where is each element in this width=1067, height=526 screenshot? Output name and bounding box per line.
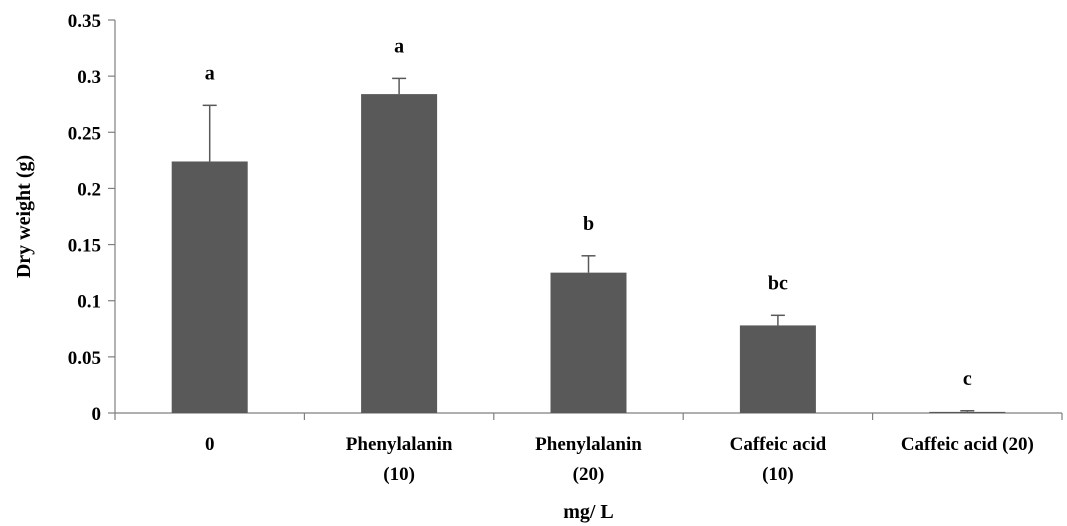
y-axis-title: Dry weight (g) [13,155,35,278]
y-tick-label: 0.2 [77,179,101,200]
bars [171,94,1006,413]
bar [171,161,248,413]
significance-labels: a a b bc c [205,35,972,389]
y-tick-label: 0.15 [68,236,101,257]
x-tick-label: Phenylalanin [346,434,453,455]
y-tick-label: 0.25 [68,123,101,144]
significance-label: b [583,213,594,235]
x-axis-title: mg/ L [563,501,614,523]
bar [739,325,816,413]
bar [929,411,1006,413]
x-tick-label: Caffeic acid [730,434,827,455]
y-tick-label: 0 [92,404,102,425]
x-tick-label: (10) [762,464,794,485]
significance-label: bc [768,272,788,294]
x-tick-label: Phenylalanin [535,434,642,455]
y-tick-label: 0.3 [77,67,101,88]
bar [361,94,438,413]
x-tick-labels: 0 Phenylalanin (10) Phenylalanin (20) Caffeic… [205,434,1034,485]
error-bars [202,77,975,412]
y-tick-label: 0.1 [77,292,101,313]
bar [550,272,627,413]
y-tick-label: 0.35 [68,11,101,32]
x-tick-label: (10) [383,464,415,485]
x-tick-label: 0 [205,434,215,455]
y-tick-labels: 0 0.05 0.1 0.15 0.2 0.25 0.3 0.35 [68,11,101,425]
x-tick-label: Caffeic acid (20) [901,434,1034,455]
significance-label: c [963,368,972,390]
x-tick-label: (20) [573,464,605,485]
y-tick-label: 0.05 [68,348,101,369]
significance-label: a [394,35,404,57]
significance-label: a [205,62,215,84]
